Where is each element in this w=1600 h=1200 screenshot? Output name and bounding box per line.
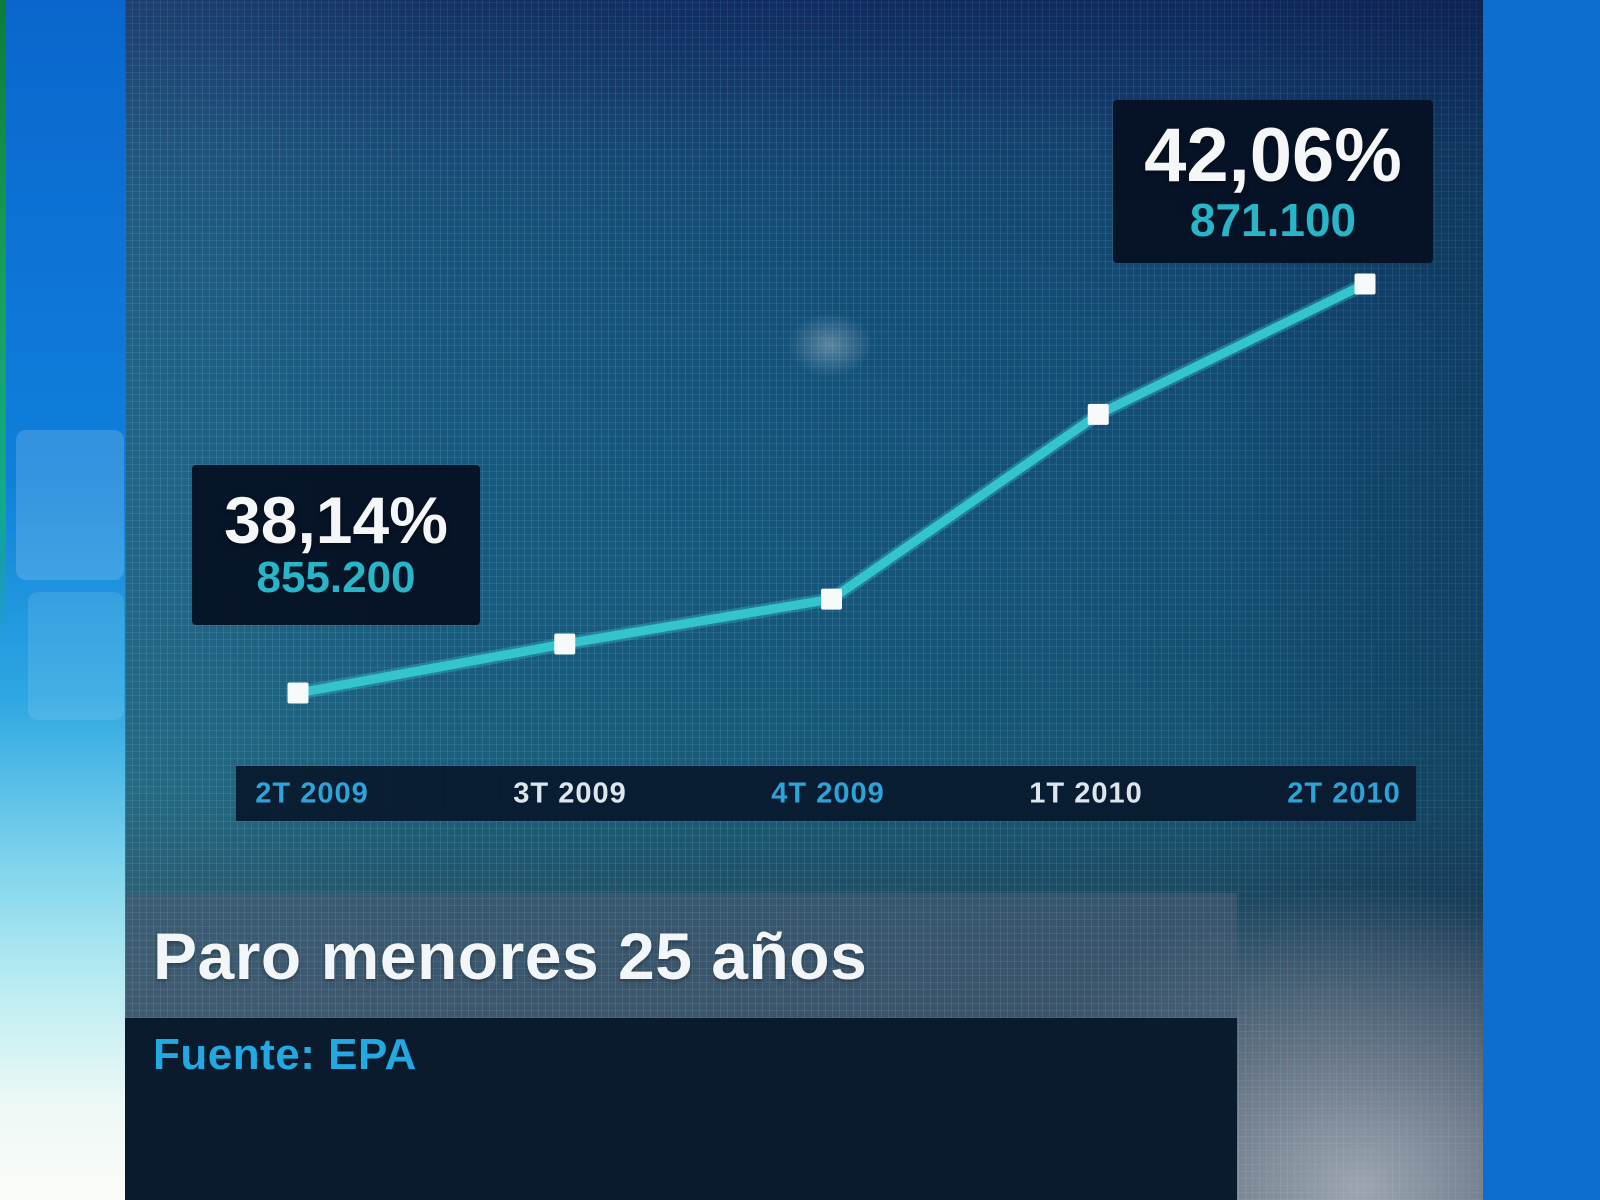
x-tick-label-1: 3T 2009	[513, 777, 627, 809]
backdrop-shape	[28, 592, 124, 720]
callout-2t2009: 38,14% 855.200	[192, 465, 480, 625]
source-band: Fuente: EPA	[125, 1018, 1237, 1200]
studio-backdrop-left	[0, 0, 125, 1200]
backdrop-green-edge	[0, 0, 6, 640]
percent-value-end: 42,06%	[1144, 113, 1402, 199]
absolute-value-end: 871.100	[1189, 193, 1357, 246]
percent-value-start: 38,14%	[224, 483, 448, 558]
data-point-marker	[287, 682, 309, 704]
x-axis-band: 2T 2009 3T 2009 4T 2009 1T 2010 2T 2010	[236, 766, 1416, 821]
x-tick-label-3: 1T 2010	[1029, 777, 1143, 809]
callout-2t2010: 42,06% 871.100	[1113, 100, 1433, 263]
x-tick-label-2: 4T 2009	[771, 777, 885, 809]
data-point-marker	[1354, 273, 1376, 295]
x-tick-label-4: 2T 2010	[1287, 777, 1401, 809]
x-tick-label-0: 2T 2009	[255, 777, 369, 809]
source-label: Fuente: EPA	[153, 1030, 417, 1079]
data-point-marker	[554, 633, 576, 655]
data-point-marker	[821, 588, 842, 610]
data-point-marker	[1087, 403, 1109, 425]
title-band: Paro menores 25 años	[125, 893, 1237, 1018]
backdrop-shape	[16, 430, 124, 580]
chart-title: Paro menores 25 años	[153, 918, 868, 993]
absolute-value-start: 855.200	[256, 553, 416, 603]
